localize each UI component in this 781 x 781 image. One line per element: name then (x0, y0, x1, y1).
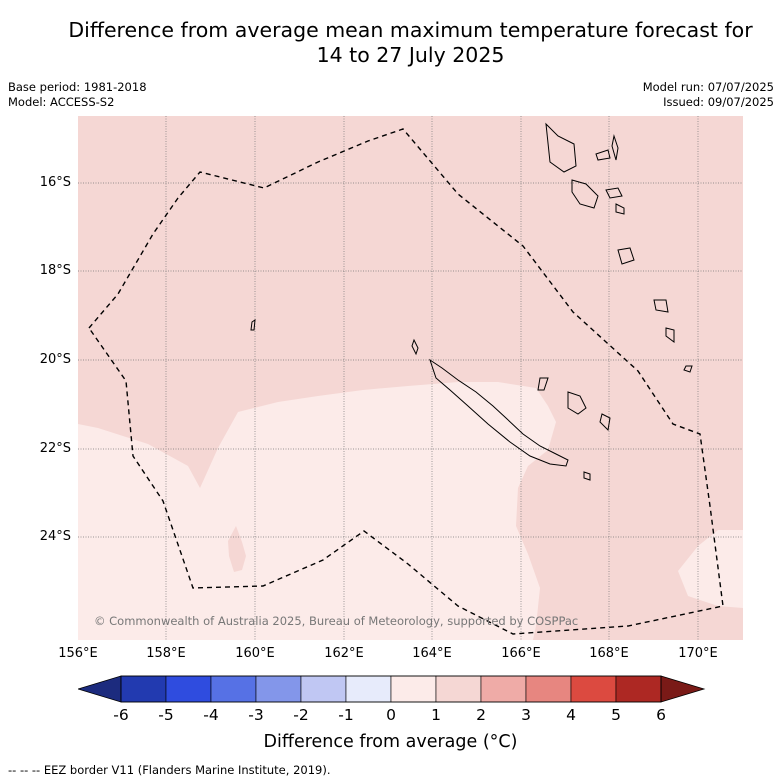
colorbar-extend-low (78, 675, 122, 703)
eez-footnote: -- -- -- EEZ border V11 (Flanders Marine… (8, 763, 331, 777)
cb-tick-neg2: -2 (293, 706, 309, 724)
colorbar-cell (570, 675, 617, 703)
map-copyright: © Commonwealth of Australia 2025, Bureau… (94, 614, 579, 628)
cb-tick-neg1: -1 (338, 706, 354, 724)
lon-label-164e: 164°E (412, 646, 452, 661)
new-caledonia-island (429, 358, 569, 467)
colorbar-cell (525, 675, 572, 703)
colorbar-cell (435, 675, 482, 703)
issued-date: Issued: 09/07/2025 (663, 95, 774, 109)
lon-label-162e: 162°E (324, 646, 364, 661)
lat-label-24s: 24°S (39, 529, 71, 544)
colorbar-cell (480, 675, 527, 703)
island-tanna (665, 327, 675, 343)
cb-tick-2: 2 (476, 706, 486, 724)
cb-tick-3: 3 (521, 706, 531, 724)
title-line-1: Difference from average mean maximum tem… (68, 18, 753, 42)
cb-tick-5: 5 (611, 706, 621, 724)
meta-left: Base period: 1981-2018 Model: ACCESS-S2 (8, 80, 147, 110)
cb-tick-neg4: -4 (203, 706, 219, 724)
lon-label-158e: 158°E (146, 646, 186, 661)
lon-label-168e: 168°E (589, 646, 629, 661)
colorbar-frame (120, 675, 662, 703)
colorbar-cell (615, 675, 662, 703)
cb-tick-4: 4 (566, 706, 576, 724)
eez-border (88, 128, 724, 635)
cb-tick-6: 6 (656, 706, 666, 724)
colorbar-extend-high (660, 675, 706, 703)
colorbar-cell (345, 675, 392, 703)
chart-title: Difference from average mean maximum tem… (0, 18, 781, 68)
colorbar-cell (120, 675, 167, 703)
island-espiritu-santo (545, 122, 577, 173)
gridlines (78, 116, 743, 640)
island-belep (411, 338, 419, 356)
forecast-map: © Commonwealth of Australia 2025, Bureau… (78, 116, 743, 640)
model-name: Model: ACCESS-S2 (8, 95, 115, 109)
lon-label-166e: 166°E (501, 646, 541, 661)
colorbar-cell (390, 675, 437, 703)
cb-tick-1: 1 (431, 706, 441, 724)
island-mare (583, 471, 591, 481)
island-ouvea (537, 377, 549, 391)
island-lifou (567, 391, 587, 415)
island-efate (617, 247, 635, 265)
cb-tick-0: 0 (386, 706, 396, 724)
title-line-2: 14 to 27 July 2025 (316, 43, 505, 67)
lat-label-16s: 16°S (39, 175, 71, 190)
anomaly-island-0-1 (228, 526, 246, 572)
cb-tick-neg3: -3 (248, 706, 264, 724)
island-aneityum (683, 365, 693, 373)
lon-label-160e: 160°E (235, 646, 275, 661)
model-run: Model run: 07/07/2025 (642, 80, 774, 94)
island-epi (615, 203, 625, 215)
colorbar-cells (120, 675, 662, 703)
anomaly-region-0-1 (78, 382, 556, 640)
island-walpole (599, 413, 611, 432)
colorbar (78, 675, 706, 703)
anomaly-region-0-1-east (678, 530, 743, 608)
island-chesterfield (250, 318, 256, 331)
lon-label-170e: 170°E (678, 646, 718, 661)
island-ambae (595, 149, 611, 161)
meta-right: Model run: 07/07/2025 Issued: 09/07/2025 (643, 80, 774, 110)
colorbar-cell (210, 675, 257, 703)
island-erromango (653, 299, 669, 313)
cb-tick-neg6: -6 (113, 706, 129, 724)
colorbar-cell (255, 675, 302, 703)
island-malekula (571, 179, 599, 209)
cb-tick-neg5: -5 (158, 706, 174, 724)
island-ambrym (605, 187, 623, 199)
colorbar-cell (165, 675, 212, 703)
lon-label-156e: 156°E (58, 646, 98, 661)
base-period: Base period: 1981-2018 (8, 80, 147, 94)
island-maewo (611, 134, 619, 161)
lat-label-18s: 18°S (39, 263, 71, 278)
colorbar-title: Difference from average (°C) (263, 732, 518, 752)
lat-label-22s: 22°S (39, 441, 71, 456)
colorbar-cell (300, 675, 347, 703)
lat-label-20s: 20°S (39, 352, 71, 367)
